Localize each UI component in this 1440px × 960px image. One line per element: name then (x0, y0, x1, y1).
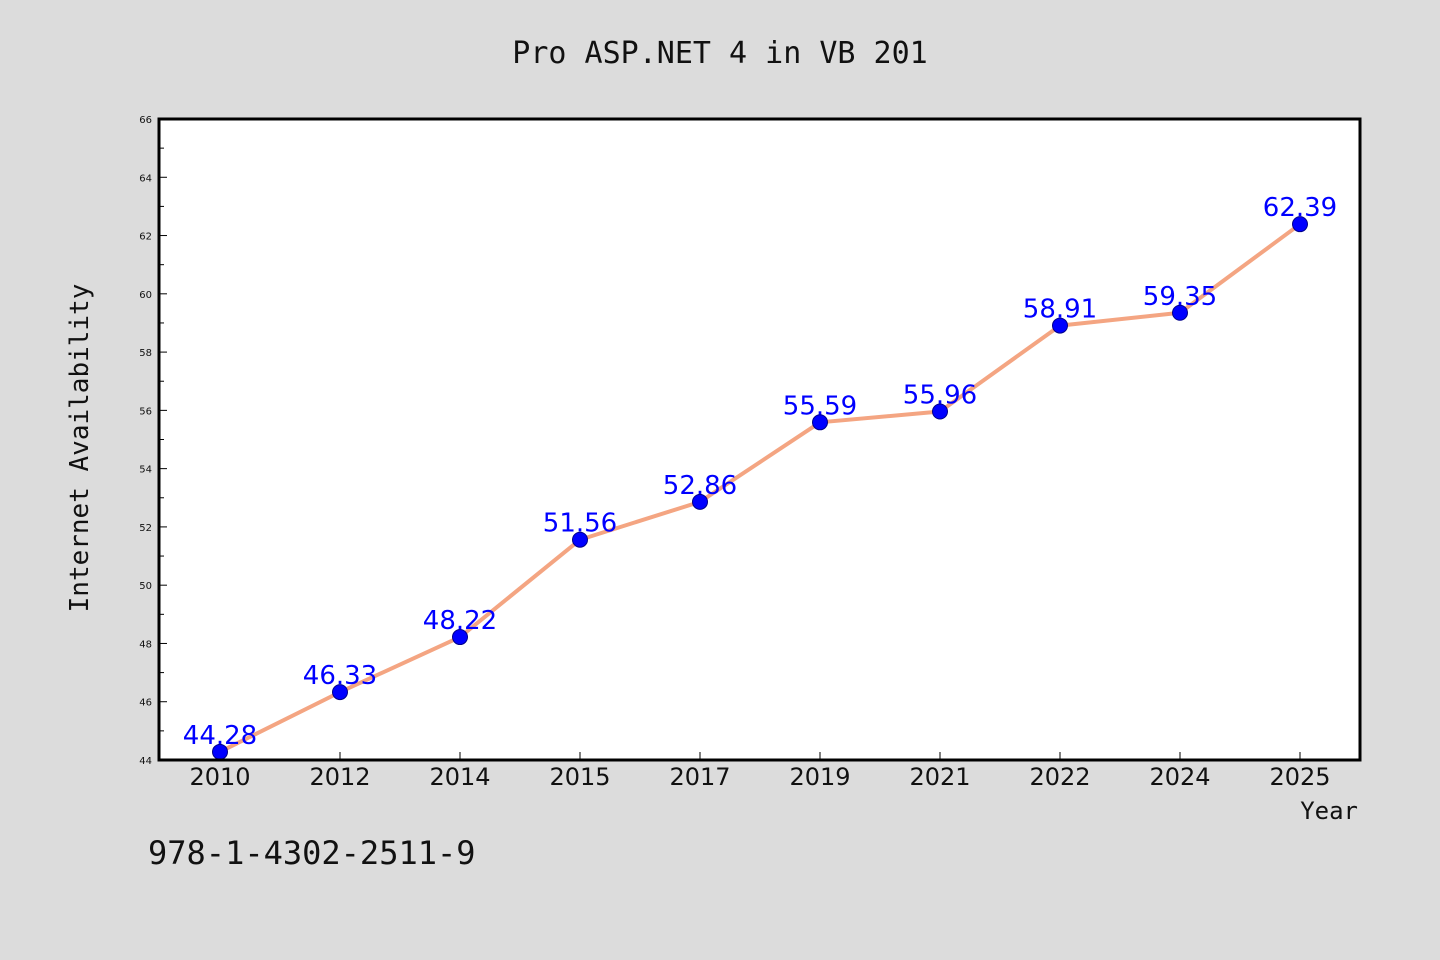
x-tick-label: 2022 (1029, 763, 1090, 791)
data-point-label: 59.35 (1143, 282, 1217, 312)
data-labels: 44.28 46.33 48.22 51.56 52.86 55.59 55.96 58.91… (183, 193, 1337, 751)
plot-frame (157, 117, 1362, 762)
x-tick-label: 2021 (909, 763, 970, 791)
data-point-label: 46.33 (303, 661, 377, 691)
x-tick-label: 2017 (669, 763, 730, 791)
data-point-label: 48.22 (423, 606, 497, 636)
data-point-marker (572, 531, 588, 548)
data-point-marker (812, 414, 828, 431)
data-point-marker (1292, 216, 1308, 233)
y-tick-label: 60 (139, 290, 152, 301)
data-point-label: 44.28 (183, 721, 257, 751)
x-axis-ticks: 2010 2012 2014 2015 2017 2019 2021 2022 2024 2025 (189, 752, 1331, 791)
y-tick-label: 66 (139, 115, 152, 126)
y-tick-label: 54 (139, 465, 152, 476)
y-tick-label: 50 (139, 581, 152, 592)
data-point-marker (1172, 304, 1188, 321)
data-point-label: 58.91 (1023, 295, 1097, 325)
isbn-footnote: 978-1-4302-2511-9 (148, 834, 476, 872)
data-point-marker (452, 629, 468, 646)
data-point-marker (332, 684, 348, 701)
data-point-marker (692, 493, 708, 510)
x-axis-label: Year (1300, 797, 1358, 825)
data-point-label: 52.86 (663, 471, 737, 501)
data-point-marker (932, 403, 948, 420)
y-tick-label: 44 (139, 756, 152, 767)
x-tick-label: 2014 (429, 763, 490, 791)
data-point-label: 51.56 (543, 509, 617, 539)
y-tick-label: 46 (139, 698, 152, 709)
y-tick-label: 58 (139, 348, 152, 359)
y-tick-label: 56 (139, 406, 152, 417)
series-line (219, 222, 1302, 754)
y-tick-label: 48 (139, 639, 152, 650)
x-tick-label: 2015 (549, 763, 610, 791)
x-tick-label: 2019 (789, 763, 850, 791)
plot-area (159, 119, 1360, 760)
x-tick-label: 2010 (189, 763, 250, 791)
y-axis-label: Internet Availability (65, 284, 95, 613)
y-tick-label: 62 (139, 232, 152, 243)
x-tick-label: 2012 (309, 763, 370, 791)
y-tick-label: 52 (139, 523, 152, 534)
data-markers (212, 216, 1308, 760)
x-tick-label: 2025 (1269, 763, 1330, 791)
data-point-marker (1052, 317, 1068, 334)
chart-title: Pro ASP.NET 4 in VB 201 (512, 36, 927, 71)
x-tick-label: 2024 (1149, 763, 1210, 791)
data-point-label: 55.96 (903, 381, 977, 411)
data-point-label: 62.39 (1263, 193, 1337, 223)
y-tick-label: 64 (139, 173, 152, 184)
data-point-label: 55.59 (783, 391, 857, 421)
